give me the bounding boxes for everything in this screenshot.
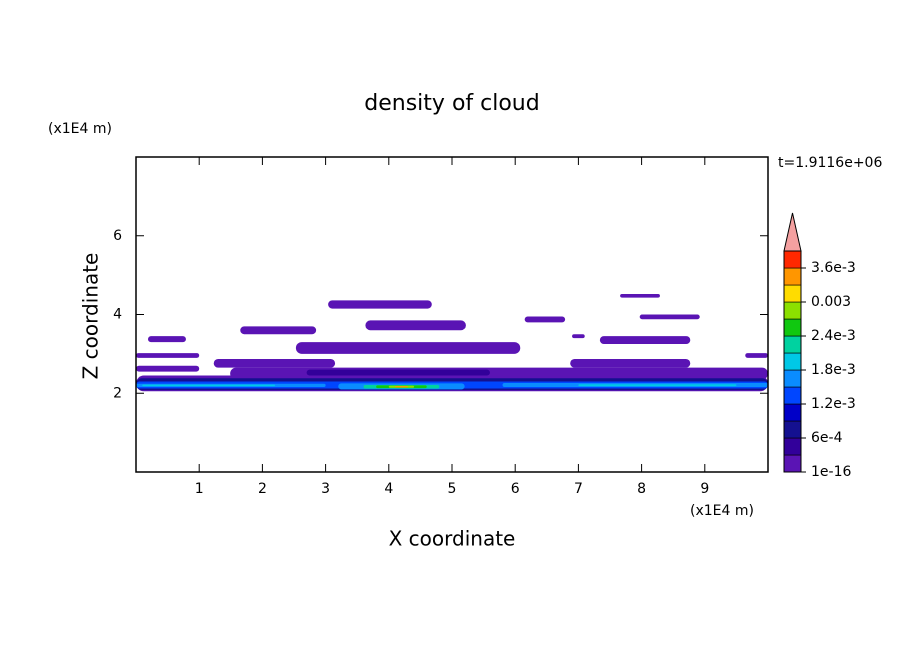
cloud-region (395, 386, 408, 388)
cloud-region (306, 369, 490, 376)
colorbar-band (783, 267, 802, 286)
cloud-region (136, 353, 200, 358)
time-label: t=1.9116e+06 (778, 155, 882, 171)
cloud-region (572, 334, 585, 339)
cloud-region (599, 336, 691, 345)
y-tick-label: 6 (113, 228, 122, 244)
cloud-region (328, 300, 432, 309)
y-unit: (x1E4 m) (48, 121, 112, 137)
colorbar-band (783, 318, 802, 337)
x-tick-label: 2 (258, 481, 267, 497)
y-tick-label: 2 (113, 385, 122, 401)
colorbar-tick-label: 0.003 (811, 294, 851, 310)
colorbar-band (783, 454, 802, 473)
colorbar-band (783, 301, 802, 320)
x-tick-label: 3 (321, 481, 330, 497)
x-tick-label: 9 (700, 481, 709, 497)
x-tick-label: 8 (637, 481, 646, 497)
colorbar-band (783, 369, 802, 388)
chart-title: density of cloud (364, 91, 539, 116)
colorbar-band (783, 403, 802, 422)
x-unit: (x1E4 m) (690, 503, 754, 519)
colorbar-band (783, 352, 802, 371)
x-tick-label: 7 (574, 481, 583, 497)
cloud-region (213, 358, 336, 368)
y-tick-label: 4 (113, 307, 122, 323)
y-axis-label: Z coordinate (79, 253, 103, 380)
cloud-region (745, 353, 768, 358)
cloud-region (136, 365, 200, 372)
colorbar-band (783, 420, 802, 439)
x-tick-label: 5 (448, 481, 457, 497)
colorbar-tick-label: 1.2e-3 (811, 396, 856, 412)
cloud-region (142, 384, 276, 387)
colorbar-tick-label: 1.8e-3 (811, 362, 856, 378)
colorbar-tick-label: 1e-16 (811, 464, 851, 480)
colorbar-band (783, 335, 802, 354)
colorbar-tick-label: 3.6e-3 (811, 260, 856, 276)
colorbar-band (783, 386, 802, 405)
cloud-region (148, 336, 186, 343)
cloud-region (240, 326, 317, 335)
cloud-region (639, 314, 700, 320)
colorbar-frame (783, 250, 802, 473)
cloud-region (524, 316, 566, 323)
cloud-region (365, 320, 466, 331)
colorbar-tick-label: 6e-4 (811, 430, 843, 446)
colorbar-band (783, 437, 802, 456)
x-axis-label: X coordinate (389, 527, 516, 551)
cloud-region (620, 294, 660, 298)
colorbar-band (783, 250, 802, 269)
cloud-region (578, 384, 737, 387)
colorbar-band (783, 284, 802, 303)
x-tick-label: 4 (384, 481, 393, 497)
colorbar-tick-label: 2.4e-3 (811, 328, 856, 344)
colorbar-extend (783, 212, 802, 252)
x-tick-label: 1 (195, 481, 204, 497)
x-tick-label: 6 (511, 481, 520, 497)
cloud-region (570, 358, 691, 368)
cloud-region (295, 342, 521, 354)
